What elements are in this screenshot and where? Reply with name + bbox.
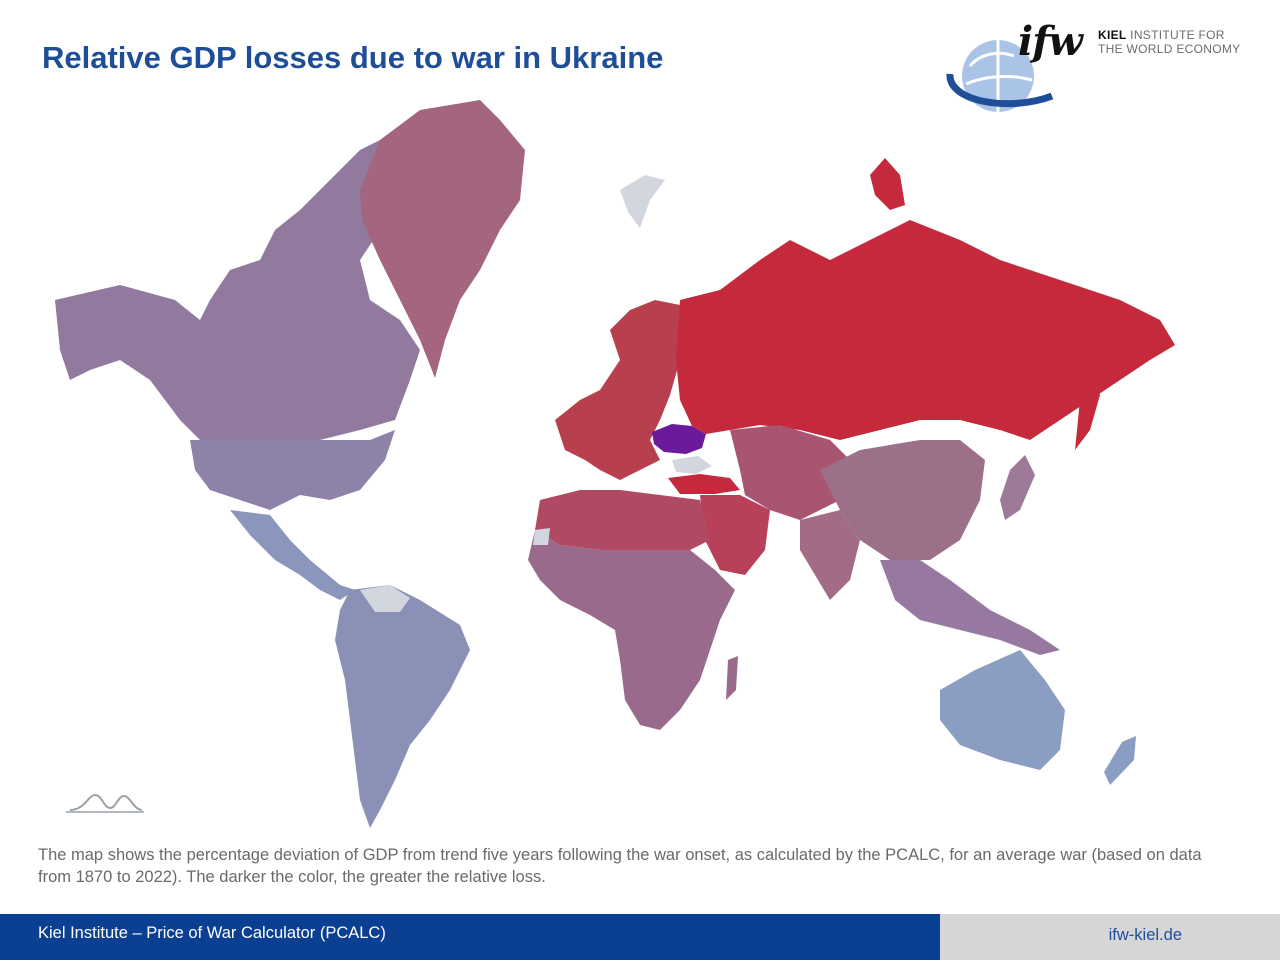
region-russia [676, 220, 1175, 440]
region-central-asia [730, 425, 860, 520]
page-title: Relative GDP losses due to war in Ukrain… [42, 40, 664, 75]
region-svalbard [620, 175, 665, 228]
map-description: The map shows the percentage deviation o… [38, 846, 1202, 886]
region-usa [190, 430, 395, 510]
footer-divider [0, 912, 500, 914]
region-far-east-islands [1075, 380, 1100, 450]
region-north-africa [535, 490, 710, 550]
region-north-america-north [55, 140, 420, 440]
footer-link[interactable]: ifw-kiel.de [1108, 926, 1182, 944]
region-south-america [335, 585, 470, 828]
region-greenland [360, 100, 525, 378]
logo-line1-bold: KIEL [1098, 28, 1127, 42]
ifw-logo: ifw KIEL INSTITUTE FOR THE WORLD ECONOMY [940, 14, 1260, 126]
region-japan [1000, 455, 1035, 520]
logo-mark: ifw [1018, 18, 1083, 65]
globe-icon [946, 40, 1054, 112]
region-europe [555, 300, 690, 480]
region-ukraine [652, 424, 706, 454]
logo-text: KIEL INSTITUTE FOR THE WORLD ECONOMY [1098, 28, 1240, 56]
region-sub-saharan-africa [528, 530, 735, 730]
region-madagascar [726, 656, 738, 700]
region-australia [940, 650, 1065, 770]
region-turkey [668, 474, 740, 494]
region-western-sahara-nodata [533, 528, 550, 545]
region-china [820, 440, 985, 560]
world-map [55, 100, 1175, 828]
logo-line1: INSTITUTE FOR [1126, 28, 1225, 42]
footer-right: ifw-kiel.de [940, 914, 1280, 960]
region-black-sea [672, 456, 712, 474]
region-arctic-islands [870, 158, 905, 210]
region-venezuela-nodata [360, 585, 410, 612]
region-central-america [230, 510, 355, 600]
region-south-asia [800, 510, 860, 600]
logo-line2: THE WORLD ECONOMY [1098, 42, 1241, 56]
footer-left: Kiel Institute – Price of War Calculator… [0, 914, 960, 960]
footer-left-text: Kiel Institute – Price of War Calculator… [38, 924, 386, 942]
region-middle-east [700, 495, 770, 575]
region-new-zealand [1104, 736, 1136, 785]
curve-icon [66, 793, 144, 813]
region-southeast-asia [880, 560, 1060, 655]
